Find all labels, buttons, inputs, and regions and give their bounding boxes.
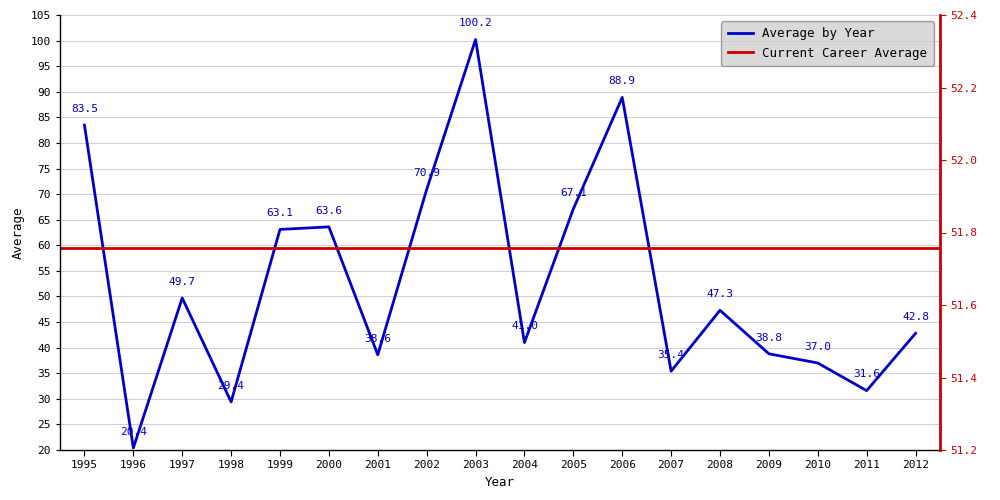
- X-axis label: Year: Year: [485, 476, 515, 489]
- Text: 63.6: 63.6: [315, 206, 342, 216]
- Legend: Average by Year, Current Career Average: Average by Year, Current Career Average: [721, 21, 934, 66]
- Average by Year: [372, 352, 384, 358]
- Average by Year: [176, 295, 188, 301]
- Average by Year: [127, 445, 139, 451]
- Average by Year: [421, 186, 433, 192]
- Text: 83.5: 83.5: [71, 104, 98, 114]
- Text: 42.8: 42.8: [902, 312, 929, 322]
- Text: 38.8: 38.8: [755, 332, 782, 342]
- Average by Year: [763, 351, 775, 357]
- Text: 41.0: 41.0: [511, 322, 538, 332]
- Average by Year: [323, 224, 335, 230]
- Y-axis label: Average: Average: [12, 206, 25, 259]
- Average by Year: [910, 330, 922, 336]
- Average by Year: [225, 399, 237, 405]
- Average by Year: [714, 308, 726, 314]
- Text: 20.4: 20.4: [120, 426, 147, 436]
- Text: 88.9: 88.9: [609, 76, 636, 86]
- Average by Year: [78, 122, 90, 128]
- Text: 63.1: 63.1: [266, 208, 294, 218]
- Text: 37.0: 37.0: [804, 342, 831, 351]
- Average by Year: [518, 340, 530, 345]
- Text: 35.4: 35.4: [658, 350, 685, 360]
- Average by Year: [274, 226, 286, 232]
- Average by Year: [861, 388, 873, 394]
- Average by Year: [470, 36, 482, 43]
- Text: 38.6: 38.6: [364, 334, 391, 344]
- Text: 47.3: 47.3: [706, 289, 734, 299]
- Text: 49.7: 49.7: [169, 276, 196, 286]
- Text: 67.1: 67.1: [560, 188, 587, 198]
- Average by Year: [567, 206, 579, 212]
- Average by Year: [616, 94, 628, 100]
- Text: 31.6: 31.6: [853, 370, 880, 380]
- Text: 70.9: 70.9: [413, 168, 440, 178]
- Text: 29.4: 29.4: [218, 380, 245, 390]
- Average by Year: [665, 368, 677, 374]
- Text: 100.2: 100.2: [459, 18, 492, 28]
- Average by Year: [812, 360, 824, 366]
- Line: Average by Year: Average by Year: [84, 40, 916, 448]
